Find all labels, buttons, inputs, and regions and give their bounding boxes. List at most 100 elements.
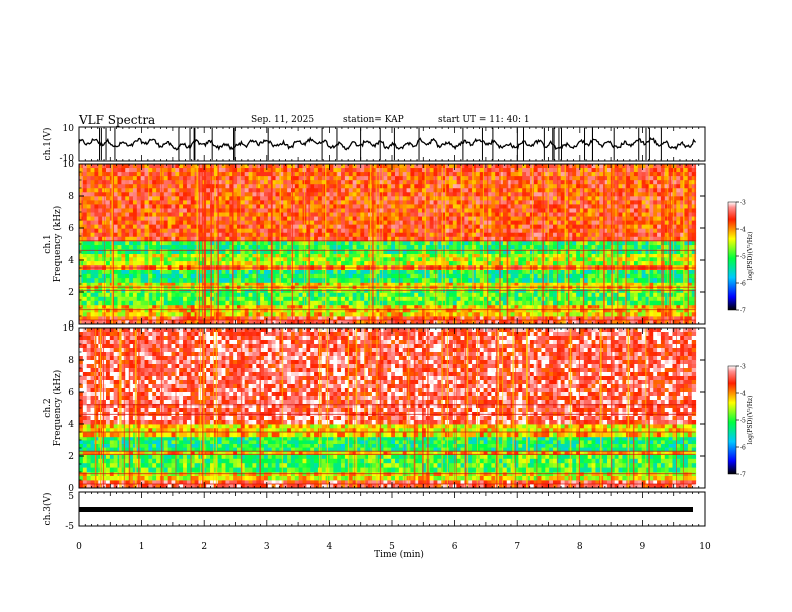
spectrogram-cell	[553, 180, 558, 185]
spectrogram-cell	[94, 240, 99, 246]
spectrogram-cell	[564, 304, 569, 309]
spectrogram-cell	[352, 264, 357, 270]
spectrogram-cell	[190, 188, 196, 193]
spectrogram-cell	[556, 172, 562, 177]
spectrogram-cell	[464, 172, 469, 177]
spectrogram-cell	[445, 200, 450, 205]
spectrogram-cell	[267, 320, 273, 325]
spectrogram-cell	[94, 269, 99, 275]
spectrogram-cell	[425, 184, 431, 189]
spectrogram-cell	[583, 261, 589, 266]
spectrogram-cell	[391, 312, 396, 317]
spectrogram-cell	[105, 172, 111, 177]
spectrogram-cell	[626, 188, 631, 193]
spectrogram-cell	[267, 168, 273, 173]
spectrogram-cell	[580, 282, 585, 286]
spectrogram-cell	[499, 188, 504, 193]
spectrogram-cell	[649, 320, 654, 325]
spectrogram-cell	[526, 273, 531, 279]
spectrogram-cell	[518, 273, 523, 279]
spectrogram-cell	[179, 253, 184, 258]
spectrogram-cell	[310, 164, 315, 169]
spectrogram-cell	[298, 304, 304, 309]
spectrogram-cell	[352, 273, 357, 279]
spectrogram-cell	[537, 245, 542, 250]
spectrogram-cell	[672, 300, 677, 306]
spectrogram-cell	[240, 176, 246, 181]
spectrogram-cell	[237, 269, 242, 275]
spectrogram-cell	[445, 264, 450, 270]
spectrogram-cell	[452, 172, 458, 177]
spectrogram-cell	[113, 312, 119, 317]
spectrogram-cell	[329, 176, 334, 181]
spectrogram-cell	[237, 264, 242, 270]
spectrogram-cell	[152, 196, 157, 201]
spectrogram-cell	[564, 296, 569, 302]
spectrogram-cell	[206, 312, 211, 317]
spectrogram-cell	[568, 257, 573, 262]
spectrogram-cell	[252, 304, 257, 309]
spectrogram-cell	[113, 200, 119, 205]
spectrogram-cell	[290, 192, 296, 197]
spectrogram-cell	[156, 180, 161, 185]
spectrogram-cell	[580, 320, 585, 325]
spectrogram-cell	[391, 245, 396, 250]
spectrogram-cell	[217, 292, 223, 298]
spectrogram-cell	[618, 282, 623, 286]
spectrogram-cell	[591, 269, 596, 275]
spectrogram-cell	[510, 257, 515, 262]
spectrogram-cell	[487, 278, 492, 283]
spectrogram-cell	[140, 273, 146, 279]
spectrogram-cell	[418, 188, 423, 193]
spectrogram-cell	[664, 264, 670, 270]
spectrogram-cell	[356, 312, 361, 317]
spectrogram-cell	[626, 300, 631, 306]
spectrogram-cell	[526, 196, 531, 201]
spectrogram-cell	[167, 316, 172, 321]
spectrogram-cell	[356, 172, 361, 177]
spectrogram-cell	[479, 192, 485, 197]
spectrogram-cell	[537, 240, 542, 246]
spectrogram-cell	[314, 249, 319, 254]
spectrogram-cell	[464, 164, 469, 169]
spectrogram-cell	[152, 278, 157, 283]
spectrogram-cell	[233, 308, 238, 313]
spectrogram-cell	[387, 245, 392, 250]
spectrogram-cell	[290, 245, 296, 250]
spectrogram-cell	[580, 316, 585, 321]
spectrogram-cell	[437, 308, 442, 313]
spectrogram-cell	[553, 296, 558, 302]
spectrogram-cell	[260, 245, 265, 250]
spectrogram-cell	[529, 261, 535, 266]
spectrogram-cell	[267, 176, 273, 181]
spectrogram-cell	[518, 257, 523, 262]
spectrogram-cell	[533, 240, 539, 246]
spectrogram-cell	[267, 292, 273, 298]
spectrogram-cell	[198, 264, 203, 270]
spectrogram-cell	[233, 261, 238, 266]
spectrogram-cell	[445, 288, 450, 294]
spectrogram-cell	[325, 264, 330, 270]
spectrogram-cell	[680, 180, 685, 185]
spectrogram-cell	[456, 253, 462, 258]
spectrogram-cell	[213, 316, 219, 321]
spectrogram-cell	[687, 192, 693, 197]
spectrogram-cell	[244, 164, 250, 169]
spectrogram-cell	[279, 316, 284, 321]
spectrogram-cell	[360, 261, 365, 266]
spectrogram-cell	[364, 316, 369, 321]
spectrogram-cell	[221, 269, 226, 275]
spectrogram-cell	[514, 249, 519, 254]
spectrogram-cell	[321, 188, 327, 193]
spectrogram-cell	[244, 245, 250, 250]
spectrogram-cell	[337, 192, 342, 197]
spectrogram-cell	[167, 296, 172, 302]
spectrogram-cell	[248, 176, 253, 181]
spectrogram-cell	[129, 300, 134, 306]
spectrogram-cell	[630, 282, 635, 286]
spectrogram-cell	[175, 200, 180, 205]
spectrogram-cell	[680, 292, 685, 298]
spectrogram-cell	[510, 249, 515, 254]
spectrogram-cell	[171, 308, 176, 313]
spectrogram-cell	[287, 312, 292, 317]
